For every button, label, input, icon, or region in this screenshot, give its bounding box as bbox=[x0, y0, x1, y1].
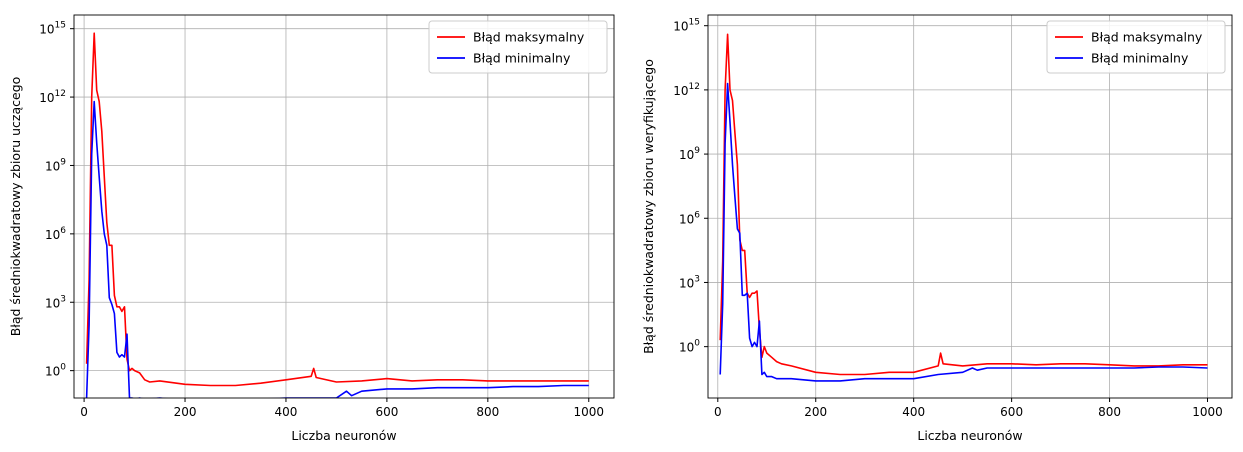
legend-label: Błąd minimalny bbox=[1091, 51, 1189, 66]
series-line-min bbox=[85, 100, 589, 398]
series-line-max bbox=[719, 33, 1208, 376]
y-tick-label: 100 bbox=[45, 363, 66, 379]
legend-label: Błąd maksymalny bbox=[1091, 30, 1203, 45]
x-tick-label: 600 bbox=[1000, 405, 1023, 419]
y-tick-label: 1015 bbox=[39, 21, 66, 37]
y-tick-label: 109 bbox=[45, 157, 66, 173]
x-tick-label: 400 bbox=[275, 405, 298, 419]
y-tick-label: 103 bbox=[45, 294, 66, 310]
x-tick-label: 800 bbox=[1098, 405, 1121, 419]
x-tick-label: 0 bbox=[80, 405, 88, 419]
x-tick-label: 200 bbox=[804, 405, 827, 419]
plot-frame bbox=[73, 14, 615, 399]
y-axis-label: Błąd średniokwadratowy zbioru uczącego bbox=[8, 77, 23, 337]
x-tick-label: 200 bbox=[174, 405, 197, 419]
chart-1: 0 200 400 600 800 1000 100 103 106 109 1012 1015 Lic… bbox=[8, 14, 615, 443]
x-tick-label: 1000 bbox=[573, 405, 604, 419]
y-tick-label: 103 bbox=[679, 274, 700, 290]
series-line-min bbox=[719, 82, 1208, 382]
y-tick-label: 106 bbox=[45, 226, 66, 242]
x-axis-label: Liczba neuronów bbox=[917, 428, 1022, 443]
legend-box bbox=[428, 20, 608, 74]
x-axis-label: Liczba neuronów bbox=[291, 428, 396, 443]
plot-frame bbox=[707, 14, 1233, 399]
series-line-max bbox=[85, 32, 589, 387]
y-axis-label: Błąd średniokwadratowy zbioru weryfikują… bbox=[641, 59, 656, 354]
y-tick-label: 100 bbox=[679, 339, 700, 355]
legend: Błąd maksymalny Błąd minimalny bbox=[1046, 20, 1226, 74]
x-tick-label: 0 bbox=[714, 405, 722, 419]
legend: Błąd maksymalny Błąd minimalny bbox=[428, 20, 608, 74]
chart-2: 0 200 400 600 800 1000 100 103 106 109 1012 1015 Lic… bbox=[641, 14, 1233, 443]
legend-label: Błąd maksymalny bbox=[473, 30, 585, 45]
legend-label: Błąd minimalny bbox=[473, 51, 571, 66]
x-tick-label: 400 bbox=[902, 405, 925, 419]
y-tick-label: 1012 bbox=[39, 89, 66, 105]
y-tick-label: 106 bbox=[679, 210, 700, 226]
x-tick-label: 1000 bbox=[1192, 405, 1223, 419]
x-tick-label: 800 bbox=[476, 405, 499, 419]
y-tick-label: 1012 bbox=[673, 82, 700, 98]
y-tick-label: 1015 bbox=[673, 18, 700, 34]
x-tick-label: 600 bbox=[375, 405, 398, 419]
y-tick-label: 109 bbox=[679, 146, 700, 162]
legend-box bbox=[1046, 20, 1226, 74]
